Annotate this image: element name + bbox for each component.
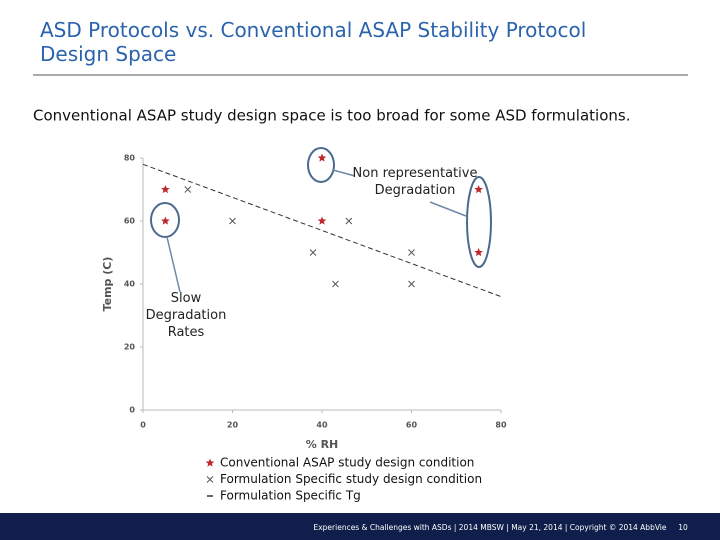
x-tick-label: 20 xyxy=(227,421,239,430)
footer-bar xyxy=(0,513,720,540)
point xyxy=(474,248,483,257)
y-tick-label: 40 xyxy=(124,280,136,289)
point xyxy=(184,186,192,193)
point xyxy=(408,249,415,256)
point xyxy=(317,216,327,225)
annotation: Slow Degradation Rates xyxy=(145,291,227,340)
callout-line xyxy=(429,201,467,217)
x-axis-label: % RH xyxy=(306,438,339,451)
highlight-circle xyxy=(150,202,180,238)
y-axis-label: Temp (C) xyxy=(101,257,114,312)
callout-line xyxy=(166,236,181,293)
y-tick-label: 0 xyxy=(129,406,135,415)
point xyxy=(408,280,415,288)
page-number: 10 xyxy=(678,523,688,532)
point xyxy=(161,185,170,194)
annotation: Non representative Degradation xyxy=(352,166,478,198)
subtitle: Conventional ASAP study design space is … xyxy=(33,107,630,125)
point xyxy=(161,216,170,225)
x-tick-label: 40 xyxy=(316,421,328,430)
legend-symbol xyxy=(205,458,215,467)
footer-text: Experiences & Challenges with ASDs | 201… xyxy=(313,523,666,532)
slide-title: ASD Protocols vs. Conventional ASAP Stab… xyxy=(40,18,587,66)
point xyxy=(229,217,236,225)
y-tick-label: 20 xyxy=(124,343,136,352)
point xyxy=(345,217,353,225)
legend-label: Formulation Specific study design condit… xyxy=(220,472,482,486)
highlight-circle xyxy=(466,176,492,268)
x-tick-label: 60 xyxy=(406,421,418,430)
x-tick-label: 0 xyxy=(140,421,146,430)
point xyxy=(317,153,327,162)
y-tick-label: 80 xyxy=(124,154,136,163)
point xyxy=(474,185,483,194)
legend-label: Formulation Specific Tg xyxy=(220,489,361,503)
legend-symbol xyxy=(206,476,214,483)
point xyxy=(332,280,339,288)
legend-label: Conventional ASAP study design condition xyxy=(220,456,474,470)
x-tick-label: 80 xyxy=(495,421,507,430)
y-tick-label: 60 xyxy=(124,217,136,226)
highlight-circle xyxy=(307,147,335,183)
callout-line xyxy=(332,169,356,177)
point xyxy=(309,249,317,256)
